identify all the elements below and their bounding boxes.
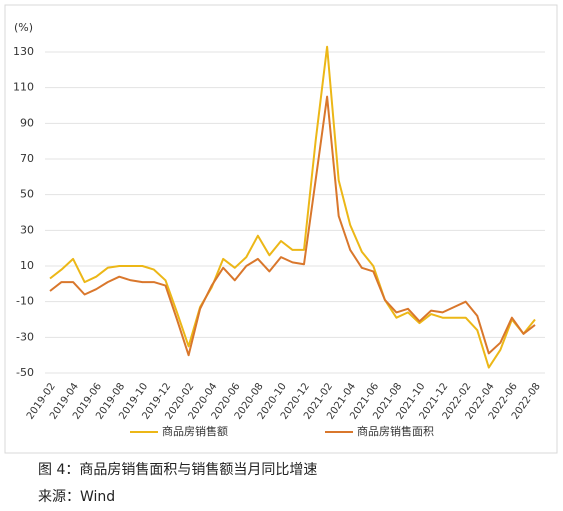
y-tick-label: 110: [13, 81, 34, 94]
y-tick-label: -50: [16, 366, 34, 379]
y-tick-label: 30: [20, 223, 34, 236]
y-tick-label: -30: [16, 330, 34, 343]
chart-frame: [4, 4, 558, 454]
series-line: [49, 45, 536, 369]
caption: 图 4：商品房销售面积与销售额当月同比增速: [38, 462, 317, 478]
y-tick-label: 90: [20, 116, 34, 129]
source: 来源：Wind: [38, 489, 115, 505]
y-tick-label: -10: [16, 295, 34, 308]
y-axis-label: (%): [14, 21, 33, 34]
y-tick-label: 70: [20, 152, 34, 165]
y-tick-label: 50: [20, 188, 34, 201]
series-line: [49, 95, 536, 357]
y-tick-label: 130: [13, 45, 34, 58]
y-tick-label: 10: [20, 259, 34, 272]
legend-label: 商品房销售面积: [357, 424, 434, 438]
legend-label: 商品房销售额: [162, 424, 228, 438]
